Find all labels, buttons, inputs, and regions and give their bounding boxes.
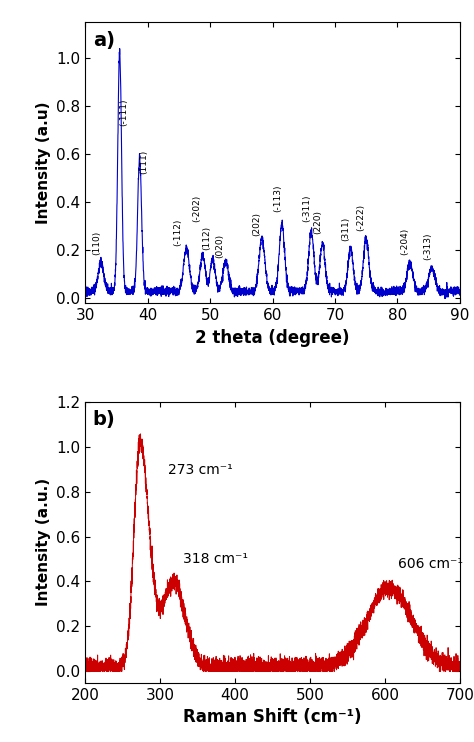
Text: (-222): (-222): [356, 204, 365, 232]
Text: (110): (110): [92, 231, 101, 255]
Text: (111): (111): [139, 149, 148, 174]
Text: (202): (202): [253, 212, 262, 236]
Y-axis label: Intensity (a.u): Intensity (a.u): [36, 102, 51, 224]
X-axis label: Raman Shift (cm⁻¹): Raman Shift (cm⁻¹): [183, 708, 362, 726]
Y-axis label: Intensity (a.u.): Intensity (a.u.): [36, 478, 51, 606]
Text: 273 cm⁻¹: 273 cm⁻¹: [168, 462, 232, 476]
Text: 606 cm⁻¹: 606 cm⁻¹: [398, 557, 464, 571]
Text: a): a): [93, 30, 115, 50]
Text: (-111): (-111): [119, 98, 128, 125]
Text: (-113): (-113): [273, 185, 282, 212]
Text: (-112): (-112): [173, 218, 182, 246]
Text: (220): (220): [314, 210, 323, 234]
Text: 318 cm⁻¹: 318 cm⁻¹: [182, 553, 248, 566]
Text: (-202): (-202): [192, 194, 201, 222]
Text: (-313): (-313): [423, 232, 432, 260]
Text: (-311): (-311): [302, 194, 311, 222]
Text: (-204): (-204): [401, 228, 410, 255]
X-axis label: 2 theta (degree): 2 theta (degree): [195, 329, 350, 347]
Text: (311): (311): [341, 217, 350, 241]
Text: (112): (112): [202, 226, 211, 251]
Text: (020): (020): [215, 234, 224, 257]
Text: b): b): [93, 410, 116, 429]
